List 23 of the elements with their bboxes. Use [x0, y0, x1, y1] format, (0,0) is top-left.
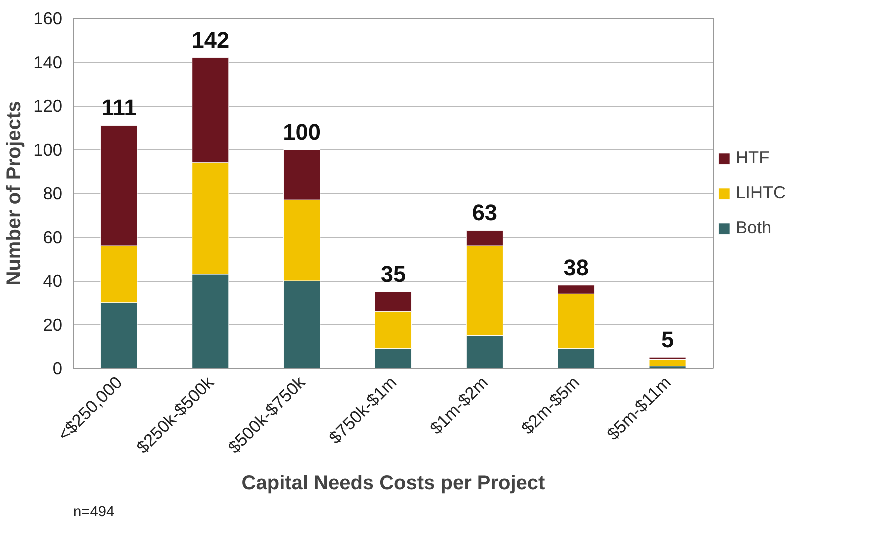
total-label: 100 [283, 118, 321, 145]
legend-label: HTF [736, 148, 770, 168]
y-tick-label: 0 [52, 358, 63, 378]
y-tick-label: 60 [43, 227, 63, 248]
total-label: 63 [472, 200, 498, 226]
y-tick-label: 100 [34, 140, 63, 160]
y-tick-label: 20 [43, 314, 63, 335]
text: n=494 [74, 504, 115, 520]
total-label: 5 [661, 326, 674, 353]
y-tick-label: 140 [34, 52, 63, 72]
legend-label: LIHTC [736, 182, 786, 204]
bar [649, 360, 686, 367]
x-axis-title: Capital Needs Costs per Project [242, 472, 546, 494]
y-tick-label: 120 [34, 96, 63, 116]
total-label: 35 [380, 260, 406, 287]
total-label: 111 [102, 94, 137, 121]
legend-label: Both [736, 218, 772, 238]
y-tick-label: 40 [43, 271, 63, 291]
total-label: 142 [192, 26, 230, 53]
y-axis-title: Number of Projects [4, 101, 26, 286]
y-tick-label: 160 [34, 8, 63, 28]
y-tick-label: 80 [43, 184, 63, 204]
total-label: 38 [564, 254, 589, 280]
